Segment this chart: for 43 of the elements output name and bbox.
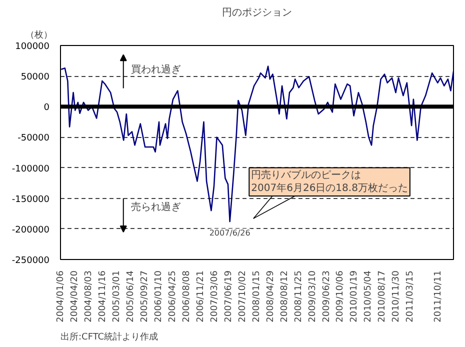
x-tick-label: 2007/03/06 [210,270,220,322]
x-tick-label: 2009/03/10 [308,270,318,322]
x-tick-label: 2008/08/12 [280,270,290,322]
annotation: 2007/6/26 [209,228,250,238]
x-tick-label: 2010/01/19 [350,270,360,322]
text: 出所:CFTC統計より作成 [60,332,158,342]
x-tick-label: 2011/03/15 [406,270,416,322]
chart-title: 円のポジション [222,8,292,18]
x-tick-label: 2010/08/17 [378,270,388,322]
x-tick-label: 2005/06/14 [126,270,136,322]
y-tick-label: -150000 [12,194,50,205]
x-tick-label: 2004/01/06 [56,270,66,322]
x-tick-label: 2004/11/16 [98,270,108,322]
y-axis-title: （枚） [26,30,52,40]
x-tick-label: 2006/08/08 [182,270,192,322]
x-tick-label: 2011/10/11 [434,270,444,322]
x-tick-label: 2008/11/25 [294,270,304,322]
y-tick-label: 50000 [20,72,50,83]
y-tick-label: 100000 [15,42,50,52]
x-tick-label: 2005/09/27 [140,270,150,322]
annotation: 買われ過ぎ [131,64,182,76]
x-tick-label: 2007/10/02 [238,270,248,322]
x-tick-label: 2009/06/23 [322,270,332,322]
x-tick-label: 2006/11/21 [196,270,206,322]
x-tick-label: 2004/08/03 [84,270,94,322]
x-tick-label: 2004/04/20 [70,270,80,322]
x-tick-label: 2005/03/01 [112,270,122,322]
line-series [60,66,454,222]
annotation: 売られ過ぎ [131,201,182,214]
x-tick-label: 2006/01/10 [154,270,164,322]
x-tick-label: 2008/01/15 [252,270,262,322]
x-tick-label: 2008/04/29 [266,270,276,322]
y-tick-label: -50000 [18,134,50,144]
y-tick-label: -100000 [12,164,50,174]
annotation: 円売りバブルのピークは 2007年6月26日の18.8万枚だった [251,168,408,194]
x-tick-label: 2010/11/30 [392,270,402,322]
x-tick-label: 2009/10/06 [336,270,346,322]
y-tick-label: 0 [44,103,50,114]
x-tick-label: 2010/05/04 [364,270,374,322]
y-tick-label: -250000 [12,256,50,266]
y-tick-label: -200000 [12,225,50,236]
x-tick-label: 2007/06/19 [224,270,234,322]
x-tick-label: 2006/04/25 [168,270,178,322]
